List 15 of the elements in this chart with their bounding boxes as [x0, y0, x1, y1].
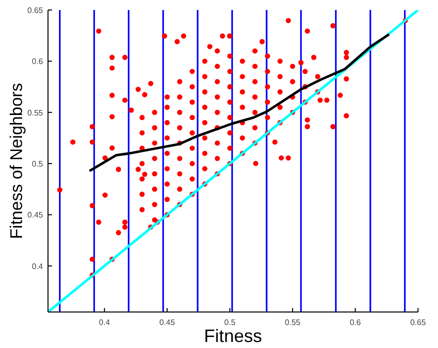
x-tick-label: 0.6	[350, 318, 362, 327]
x-tick-label: 0.55	[284, 318, 301, 327]
y-tick-label: 0.65	[27, 6, 44, 15]
x-tick-label: 0.65	[410, 318, 426, 327]
y-tick-label: 0.55	[27, 108, 44, 118]
x-tick-label: 0.45	[159, 318, 176, 327]
x-tick-label: 0.5	[224, 318, 236, 327]
y-tick-label: 0.4	[32, 262, 44, 271]
y-tick-label: 0.6	[32, 57, 44, 66]
line-series	[89, 34, 390, 172]
x-tick-label: 0.4	[98, 318, 111, 327]
x-axis-title: Fitness	[204, 326, 262, 346]
y-tick-label: 0.45	[27, 210, 44, 220]
y-tick-label: 0.5	[32, 160, 44, 169]
y-axis-title: Fitness of Neighbors	[7, 83, 26, 239]
